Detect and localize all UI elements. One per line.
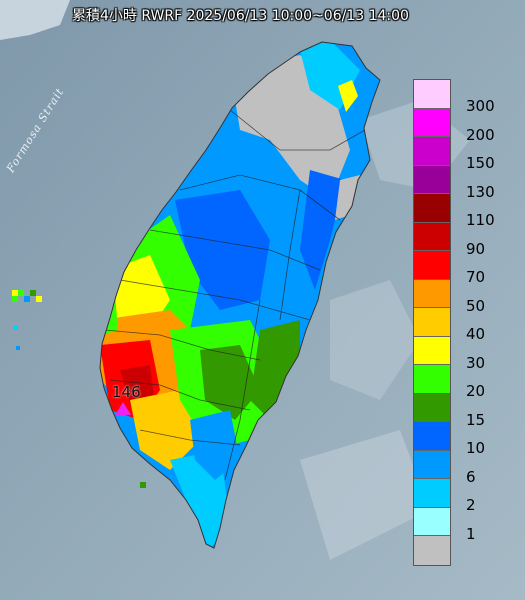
legend-label: 70 bbox=[466, 268, 486, 286]
legend-label: 110 bbox=[466, 211, 495, 229]
cloud-patch bbox=[300, 430, 430, 560]
legend-label: 300 bbox=[466, 97, 495, 115]
offshore-echo bbox=[12, 290, 146, 488]
legend-swatch bbox=[414, 393, 450, 422]
legend-label: 10 bbox=[466, 439, 486, 457]
legend-swatch bbox=[414, 450, 450, 479]
rain-zone-south-dark-green bbox=[200, 345, 260, 420]
legend-label: 6 bbox=[466, 467, 476, 486]
legend-label: 30 bbox=[466, 353, 486, 372]
legend-swatch bbox=[414, 336, 450, 365]
legend-label: 40 bbox=[466, 325, 486, 343]
legend-swatch bbox=[414, 479, 450, 508]
cloud-patch bbox=[0, 0, 70, 40]
legend-swatch bbox=[414, 308, 450, 337]
rain-zone-southern-band bbox=[190, 410, 240, 480]
legend-swatch bbox=[414, 222, 450, 251]
legend-swatch bbox=[414, 80, 450, 109]
legend-label: 200 bbox=[466, 125, 495, 144]
legend-swatch bbox=[414, 108, 450, 137]
legend-label: 90 bbox=[466, 239, 486, 258]
color-legend bbox=[413, 79, 451, 566]
legend-swatch bbox=[414, 194, 450, 223]
cloud-patch bbox=[330, 280, 420, 400]
rain-zone-west-yellow bbox=[110, 255, 170, 330]
map-title: 累積4小時 RWRF 2025/06/13 10:00~06/13 14:00 bbox=[72, 8, 409, 24]
legend-label: 1 bbox=[466, 524, 476, 543]
rain-zone-east bbox=[300, 170, 345, 290]
legend-label: 20 bbox=[466, 382, 486, 400]
legend-label: 2 bbox=[466, 496, 476, 514]
legend-swatch bbox=[414, 507, 450, 536]
county-borders bbox=[104, 109, 366, 481]
legend-label: 15 bbox=[466, 410, 486, 429]
legend-label: 50 bbox=[466, 296, 486, 315]
rain-zone-northeast-band bbox=[338, 80, 358, 112]
max-rainfall-marker-icon bbox=[115, 402, 131, 415]
rain-zone-light-east bbox=[335, 175, 360, 220]
legend-swatch bbox=[414, 365, 450, 394]
legend-swatch bbox=[414, 251, 450, 280]
max-rainfall-value: 146 bbox=[112, 383, 141, 401]
legend-label: 150 bbox=[466, 154, 495, 172]
legend-swatch bbox=[414, 165, 450, 194]
legend-swatch bbox=[414, 422, 450, 451]
legend-label: 130 bbox=[466, 182, 495, 201]
legend-swatch bbox=[414, 536, 450, 565]
legend-swatch bbox=[414, 279, 450, 308]
rain-zone-south-yellow bbox=[130, 390, 200, 470]
legend-swatch bbox=[414, 137, 450, 166]
